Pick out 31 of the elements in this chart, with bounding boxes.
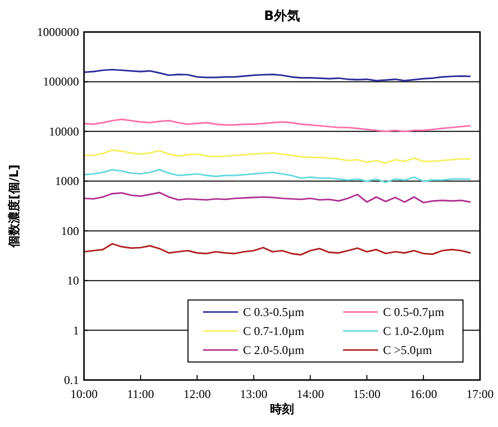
x-tick-label: 12:00 [183,387,211,401]
y-tick-label: 0.1 [64,373,79,387]
chart-title: B外気 [264,9,300,24]
x-tick-label: 16:00 [410,387,438,401]
y-tick-label: 100000 [43,74,79,89]
x-axis-title: 時刻 [270,402,294,416]
y-tick-label: 10000 [49,124,79,138]
line-series [83,168,472,184]
x-tick-label: 13:00 [240,387,268,401]
line-series [83,68,472,82]
line-series [83,118,472,132]
legend-label: C 0.5-0.7µm [383,305,445,319]
y-tick-label: 10 [67,274,79,288]
x-tick-label: 15:00 [353,387,381,401]
x-tick-label: 17:00 [466,387,494,401]
x-tick-label: 11:00 [127,387,154,401]
y-tick-label: 100 [61,224,79,238]
legend-label: C 0.3-0.5µm [243,305,305,319]
y-tick-label: 1000000 [37,25,79,39]
line-series [83,149,472,164]
legend-label: C 2.0-5.0µm [243,343,305,357]
legend-label: C >5.0µm [383,343,433,357]
y-axis-title: 個数濃度[個/L] [7,164,21,248]
line-series [83,242,472,256]
x-tick-label: 10:00 [70,387,98,401]
line-series [83,192,472,204]
x-tick-label: 14:00 [296,387,324,401]
y-tick-label: 1 [73,323,79,338]
y-tick-label: 1000 [55,174,79,188]
legend-label: C 0.7-1.0µm [243,324,305,338]
legend-label: C 1.0-2.0µm [383,324,445,338]
